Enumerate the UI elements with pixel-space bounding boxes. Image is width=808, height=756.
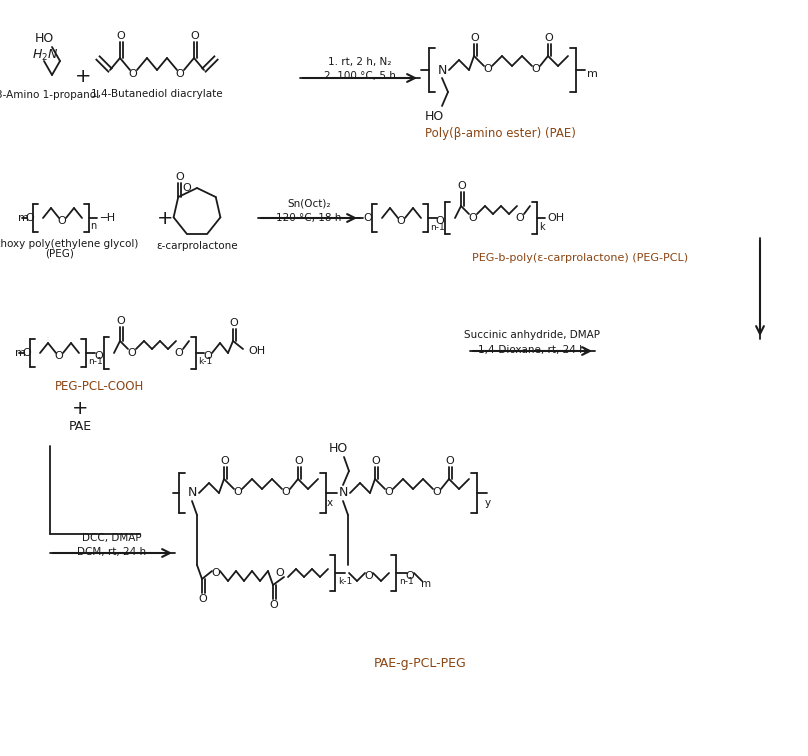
Text: k: k <box>539 222 545 232</box>
Text: m: m <box>15 348 26 358</box>
Text: PAE-g-PCL-PEG: PAE-g-PCL-PEG <box>373 658 466 671</box>
Text: PAE: PAE <box>69 420 91 432</box>
Text: Sn(Oct)₂: Sn(Oct)₂ <box>288 199 330 209</box>
Text: Methoxy poly(ethylene glycol): Methoxy poly(ethylene glycol) <box>0 239 139 249</box>
Text: HO: HO <box>424 110 444 122</box>
Text: O: O <box>516 213 524 223</box>
Text: O: O <box>95 351 103 361</box>
Text: O: O <box>26 213 35 223</box>
Text: O: O <box>128 69 137 79</box>
Text: O: O <box>406 571 415 581</box>
Text: +: + <box>72 398 88 417</box>
Text: +: + <box>157 209 173 228</box>
Text: O: O <box>436 216 444 226</box>
Text: n-1: n-1 <box>88 357 103 365</box>
Text: O: O <box>55 351 63 361</box>
Text: 120 °C, 18 h: 120 °C, 18 h <box>276 213 342 223</box>
Text: O: O <box>204 351 213 361</box>
Text: y: y <box>485 498 491 508</box>
Text: O: O <box>457 181 466 191</box>
Text: Poly(β-amino ester) (PAE): Poly(β-amino ester) (PAE) <box>424 126 575 140</box>
Text: k-1: k-1 <box>338 578 352 587</box>
Text: n: n <box>90 221 96 231</box>
Text: O: O <box>175 172 184 182</box>
Text: O: O <box>175 69 184 79</box>
Text: O: O <box>23 348 32 358</box>
Text: N: N <box>437 64 447 76</box>
Text: O: O <box>57 216 66 226</box>
Text: OH: OH <box>547 213 564 223</box>
Text: O: O <box>385 487 393 497</box>
Text: O: O <box>432 487 441 497</box>
Text: O: O <box>276 568 284 578</box>
Text: PEG-b-poly(ε-carprolactone) (PEG-PCL): PEG-b-poly(ε-carprolactone) (PEG-PCL) <box>472 253 688 263</box>
Text: 1. rt, 2 h, N₂: 1. rt, 2 h, N₂ <box>328 57 392 67</box>
Text: PEG-PCL-COOH: PEG-PCL-COOH <box>56 380 145 394</box>
Text: 2. 100 °C, 5 h: 2. 100 °C, 5 h <box>324 71 396 81</box>
Text: DCC, DMAP: DCC, DMAP <box>82 533 142 543</box>
Text: O: O <box>116 316 125 326</box>
Text: O: O <box>372 456 381 466</box>
Text: n-1: n-1 <box>399 578 414 587</box>
Text: O: O <box>270 600 279 610</box>
Text: O: O <box>469 213 478 223</box>
Text: x: x <box>327 498 333 508</box>
Text: O: O <box>364 213 372 223</box>
Text: O: O <box>282 487 290 497</box>
Text: O: O <box>183 183 191 193</box>
Text: O: O <box>364 571 373 581</box>
Text: O: O <box>199 594 208 604</box>
Text: n-1: n-1 <box>430 222 444 231</box>
Text: 3-Amino 1-propanol: 3-Amino 1-propanol <box>0 90 99 100</box>
Text: HO: HO <box>35 33 53 45</box>
Text: O: O <box>175 348 183 358</box>
Text: ─H: ─H <box>100 213 115 223</box>
Text: 1,4-Butanediol diacrylate: 1,4-Butanediol diacrylate <box>91 89 223 99</box>
Text: DCM, rt, 24 h: DCM, rt, 24 h <box>78 547 146 557</box>
Text: OH: OH <box>248 346 265 356</box>
Text: 1,4-Dioxane, rt, 24 h: 1,4-Dioxane, rt, 24 h <box>478 345 586 355</box>
Text: O: O <box>191 31 200 41</box>
Text: O: O <box>484 64 492 74</box>
Text: k-1: k-1 <box>198 358 213 367</box>
Text: O: O <box>212 568 221 578</box>
Text: m: m <box>18 213 29 223</box>
Text: O: O <box>128 348 137 358</box>
Text: O: O <box>221 456 229 466</box>
Text: O: O <box>229 318 238 328</box>
Text: +: + <box>75 67 91 85</box>
Text: O: O <box>234 487 242 497</box>
Text: O: O <box>295 456 303 466</box>
Text: m: m <box>421 579 431 589</box>
Text: HO: HO <box>328 442 347 456</box>
Text: O: O <box>116 31 125 41</box>
Text: ε-carprolactone: ε-carprolactone <box>156 241 238 251</box>
Text: O: O <box>532 64 541 74</box>
Text: O: O <box>545 33 553 43</box>
Text: (PEG): (PEG) <box>45 249 74 259</box>
Text: N: N <box>187 487 196 500</box>
Text: $H_2N$: $H_2N$ <box>32 48 58 63</box>
Text: Succinic anhydride, DMAP: Succinic anhydride, DMAP <box>464 330 600 340</box>
Text: O: O <box>397 216 406 226</box>
Text: N: N <box>339 487 347 500</box>
Text: O: O <box>470 33 479 43</box>
Text: O: O <box>446 456 454 466</box>
Text: m: m <box>587 69 598 79</box>
